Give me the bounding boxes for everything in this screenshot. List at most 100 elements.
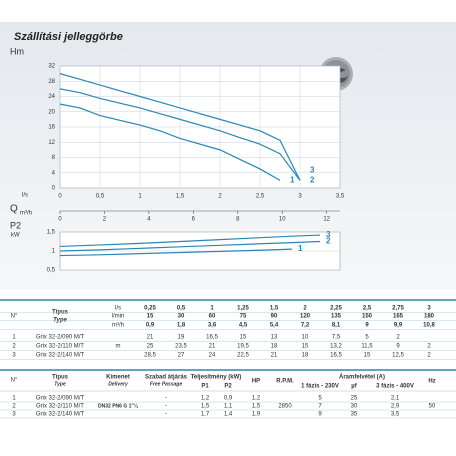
- series-line: [59, 73, 301, 181]
- cell: -: [165, 404, 167, 410]
- unit: l/s: [115, 306, 121, 312]
- cell: 15: [302, 344, 309, 350]
- header: Kimenet: [106, 375, 130, 381]
- header: Szabad átjárás: [145, 375, 188, 381]
- cell: 10: [302, 335, 309, 341]
- cell: 23,5: [175, 344, 187, 350]
- y-tick-label: 8: [52, 155, 56, 161]
- flow-value: 120: [300, 314, 311, 320]
- flow-value: 9: [365, 323, 369, 329]
- flow-value: 7,2: [301, 323, 310, 329]
- series-line: [59, 103, 281, 181]
- header: Type: [54, 381, 66, 387]
- cell: 2,1: [391, 396, 400, 402]
- y-axis-label: P2: [10, 220, 21, 230]
- header: N°: [11, 378, 18, 384]
- y-tick-label: 1,5: [47, 230, 56, 236]
- cell: 7: [318, 404, 322, 410]
- header: 3 fázis - 400V: [376, 384, 414, 390]
- cell: 1,2: [252, 396, 261, 402]
- cell: 9: [318, 412, 322, 418]
- x2-tick-label: 10: [279, 217, 286, 223]
- flow-value: 2,5: [363, 306, 372, 312]
- series-line: [59, 88, 301, 181]
- flow-value: 1: [210, 306, 214, 312]
- x-tick-label: 0: [58, 194, 62, 200]
- flow-value: 2,75: [392, 306, 404, 312]
- cell: 13: [271, 335, 278, 341]
- y-axis-unit: kW: [11, 233, 20, 239]
- flow-value: 0,9: [146, 323, 155, 329]
- flow-value: 1,8: [177, 323, 186, 329]
- x2-tick-label: 2: [103, 217, 107, 223]
- cell: 1,2: [201, 396, 210, 402]
- header: HP: [252, 379, 260, 385]
- cell: 1: [12, 335, 16, 341]
- flow-value: 3: [427, 306, 431, 312]
- x2-tick-label: 6: [192, 217, 196, 223]
- x-axis-unit: l/s: [22, 193, 28, 199]
- x-tick-label: 2,5: [256, 194, 265, 200]
- header: Delivery: [108, 381, 128, 387]
- cell: 28,5: [144, 353, 156, 359]
- series-label: 3: [310, 165, 315, 174]
- header: µf: [351, 384, 357, 390]
- cell: 5: [318, 396, 322, 402]
- cell: 2850: [278, 404, 292, 410]
- cell: 2: [12, 344, 16, 350]
- cell: 30: [351, 404, 358, 410]
- unit: l/min: [112, 314, 125, 320]
- flow-value: 60: [209, 314, 216, 320]
- header: N°: [11, 314, 18, 320]
- y-tick-label: 28: [48, 79, 55, 85]
- cell: 1,5: [201, 404, 210, 410]
- header: Hz: [428, 379, 435, 385]
- cell: 16,5: [330, 353, 342, 359]
- cell: Grix 32-2/140 M/T: [36, 353, 85, 359]
- cell: 0,9: [224, 396, 233, 402]
- flow-value: 30: [178, 314, 185, 320]
- series-label: 1: [290, 175, 295, 184]
- y-tick-label: 16: [48, 125, 55, 131]
- header: Típus: [52, 375, 69, 381]
- flow-value: 135: [331, 314, 342, 320]
- cell: 2: [427, 353, 431, 359]
- cell: 16,5: [206, 335, 218, 341]
- flow-value: 1,25: [237, 306, 249, 312]
- cell: 18: [271, 344, 278, 350]
- x-tick-label: 1: [138, 194, 142, 200]
- series-label: 2: [326, 237, 331, 246]
- series-label: 2: [310, 175, 315, 184]
- header: Free Passage: [150, 381, 182, 387]
- cell: -: [165, 396, 167, 402]
- flow-value: 180: [424, 314, 435, 320]
- cell: 3: [12, 412, 16, 418]
- series-line: [59, 234, 321, 248]
- unit: m: [116, 344, 121, 350]
- y-tick-label: 4: [52, 170, 56, 176]
- cell: 25: [147, 344, 154, 350]
- cell: 25: [351, 396, 358, 402]
- y-tick-label: 1: [52, 249, 56, 255]
- flow-value: 15: [147, 314, 154, 320]
- cell: Grix 32-2/090 M/T: [36, 396, 85, 402]
- cell: Grix 32-2/140 M/T: [36, 412, 85, 418]
- y-tick-label: 20: [48, 109, 55, 115]
- x2-tick-label: 4: [147, 217, 151, 223]
- x-tick-label: 1,5: [176, 194, 185, 200]
- cell: 7,5: [332, 335, 341, 341]
- y-tick-label: 24: [48, 94, 55, 100]
- flow-value: 150: [362, 314, 373, 320]
- x2-tick-label: 8: [236, 217, 240, 223]
- cell: 19: [178, 335, 185, 341]
- cell: 35: [351, 412, 358, 418]
- x-tick-label: 3: [298, 194, 302, 200]
- cell: 21: [209, 344, 216, 350]
- cell: 1,7: [201, 412, 210, 418]
- x-axis-label: Q: [10, 204, 18, 215]
- header: Áramfelvétel (A): [339, 374, 385, 381]
- cell: 15: [240, 335, 247, 341]
- x-tick-label: 2: [218, 194, 222, 200]
- x-tick-label: 3,5: [336, 194, 345, 200]
